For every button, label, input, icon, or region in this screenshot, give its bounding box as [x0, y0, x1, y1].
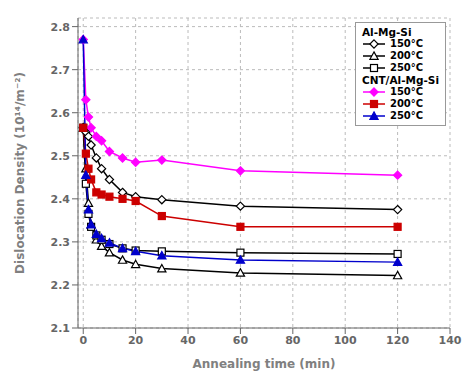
svg-text:2.8: 2.8: [51, 21, 71, 34]
svg-text:2.1: 2.1: [51, 322, 71, 335]
svg-text:2.5: 2.5: [51, 150, 71, 163]
svg-text:Dislocation Density (10¹⁴/m⁻²): Dislocation Density (10¹⁴/m⁻²): [13, 72, 27, 274]
html-text:250°C: 250°C: [389, 110, 424, 121]
html-text:200°C: 200°C: [389, 98, 424, 109]
svg-text:2.6: 2.6: [51, 107, 71, 120]
svg-text:120: 120: [386, 334, 409, 347]
html-text:150°C: 150°C: [389, 86, 424, 97]
html-text:250°C: 250°C: [389, 62, 424, 73]
svg-text:40: 40: [180, 334, 196, 347]
svg-text:100: 100: [334, 334, 357, 347]
html-text:CNT/Al-Mg-Si: CNT/Al-Mg-Si: [361, 74, 439, 86]
svg-text:0: 0: [79, 334, 87, 347]
svg-text:20: 20: [128, 334, 144, 347]
svg-text:140: 140: [439, 334, 462, 347]
svg-text:2.2: 2.2: [51, 279, 71, 292]
html-text:150°C: 150°C: [389, 38, 424, 49]
svg-text:80: 80: [285, 334, 301, 347]
html-text:Al-Mg-Si: Al-Mg-Si: [361, 26, 412, 38]
svg-text:Annealing time (min): Annealing time (min): [193, 357, 336, 371]
svg-text:2.4: 2.4: [51, 193, 71, 206]
svg-text:2.3: 2.3: [51, 236, 71, 249]
svg-text:2.7: 2.7: [51, 64, 71, 77]
svg-text:60: 60: [233, 334, 249, 347]
html-text:200°C: 200°C: [389, 50, 424, 61]
